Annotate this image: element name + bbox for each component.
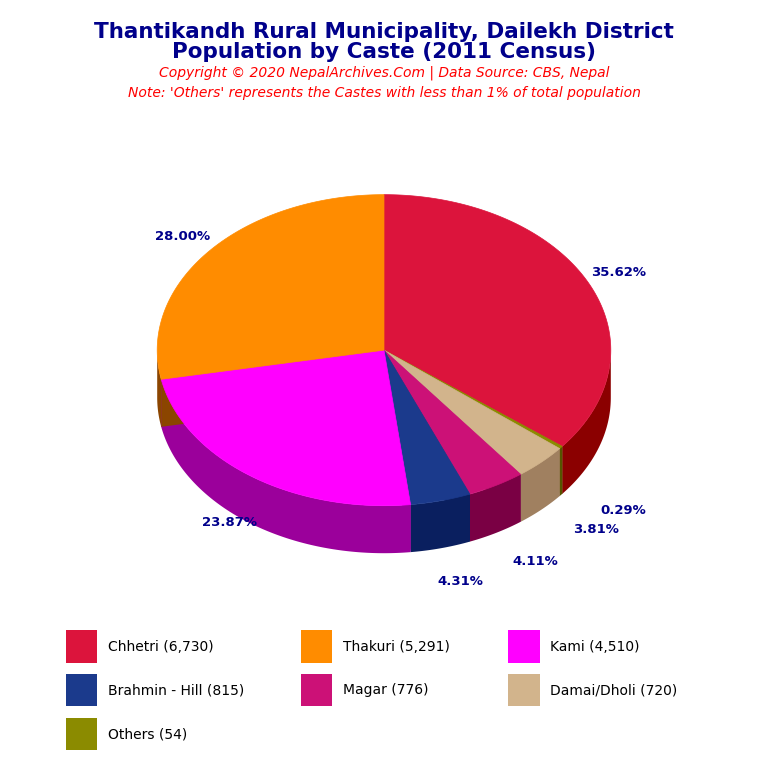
Polygon shape: [384, 350, 470, 541]
Text: Others (54): Others (54): [108, 727, 187, 741]
Polygon shape: [384, 350, 470, 541]
Polygon shape: [384, 350, 562, 449]
Text: Thakuri (5,291): Thakuri (5,291): [343, 640, 449, 654]
Polygon shape: [384, 194, 611, 446]
Polygon shape: [157, 194, 384, 379]
Polygon shape: [161, 350, 384, 427]
Polygon shape: [157, 350, 161, 427]
Text: Damai/Dholi (720): Damai/Dholi (720): [550, 684, 677, 697]
Text: 35.62%: 35.62%: [591, 266, 646, 279]
Text: 23.87%: 23.87%: [202, 516, 257, 529]
Text: Thantikandh Rural Municipality, Dailekh District: Thantikandh Rural Municipality, Dailekh …: [94, 22, 674, 41]
Polygon shape: [384, 350, 411, 552]
Text: Population by Caste (2011 Census): Population by Caste (2011 Census): [172, 42, 596, 62]
Text: Copyright © 2020 NepalArchives.Com | Data Source: CBS, Nepal: Copyright © 2020 NepalArchives.Com | Dat…: [159, 65, 609, 80]
Polygon shape: [562, 350, 611, 494]
Text: Note: 'Others' represents the Castes with less than 1% of total population: Note: 'Others' represents the Castes wit…: [127, 86, 641, 100]
Polygon shape: [560, 446, 562, 496]
Text: 0.29%: 0.29%: [600, 504, 646, 517]
FancyBboxPatch shape: [66, 718, 97, 750]
Polygon shape: [384, 350, 560, 496]
FancyBboxPatch shape: [66, 631, 97, 663]
Polygon shape: [384, 350, 411, 552]
Polygon shape: [384, 350, 562, 494]
FancyBboxPatch shape: [301, 674, 332, 707]
Text: 4.31%: 4.31%: [438, 575, 484, 588]
FancyBboxPatch shape: [66, 674, 97, 707]
Text: Brahmin - Hill (815): Brahmin - Hill (815): [108, 684, 243, 697]
Text: Kami (4,510): Kami (4,510): [550, 640, 640, 654]
Polygon shape: [161, 379, 411, 553]
Polygon shape: [384, 350, 521, 494]
Polygon shape: [384, 350, 470, 505]
FancyBboxPatch shape: [301, 631, 332, 663]
Polygon shape: [161, 350, 384, 427]
Text: Chhetri (6,730): Chhetri (6,730): [108, 640, 214, 654]
Polygon shape: [384, 350, 562, 494]
Text: 4.11%: 4.11%: [512, 554, 558, 568]
Text: 3.81%: 3.81%: [574, 524, 619, 537]
Polygon shape: [411, 494, 470, 552]
Polygon shape: [470, 475, 521, 541]
Polygon shape: [384, 350, 560, 496]
Polygon shape: [521, 449, 560, 521]
Polygon shape: [384, 350, 521, 521]
Polygon shape: [161, 350, 411, 505]
FancyBboxPatch shape: [508, 674, 540, 707]
Polygon shape: [384, 350, 521, 521]
Text: Magar (776): Magar (776): [343, 684, 428, 697]
Polygon shape: [384, 350, 560, 475]
Text: 28.00%: 28.00%: [155, 230, 210, 243]
FancyBboxPatch shape: [508, 631, 540, 663]
